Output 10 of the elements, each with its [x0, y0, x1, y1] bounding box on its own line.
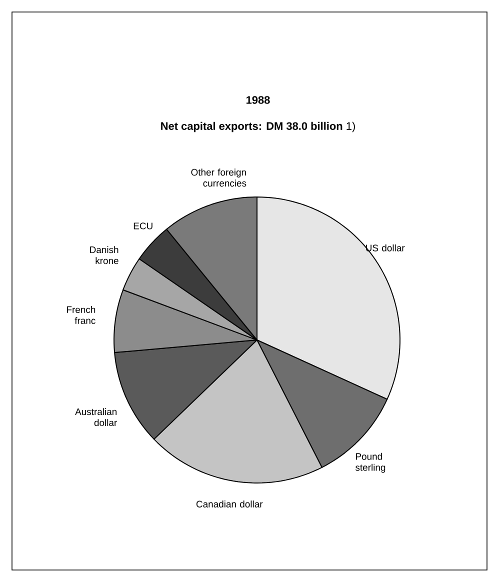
- slice-label: Danish krone: [90, 246, 118, 264]
- chart-subtitle: Net capital exports: DM 38.0 billion 1): [161, 122, 355, 132]
- slice-label: French franc: [67, 306, 96, 324]
- slice-label: US dollar: [366, 244, 405, 252]
- slice-label: Canadian dollar: [196, 500, 263, 508]
- slice-label: Pound sterling: [355, 452, 386, 473]
- chart-title: 1988: [246, 96, 270, 104]
- slice-label: ECU: [134, 222, 152, 230]
- slice-label: Other foreign currencies: [191, 168, 246, 187]
- slice-label: Australian dollar: [75, 408, 117, 426]
